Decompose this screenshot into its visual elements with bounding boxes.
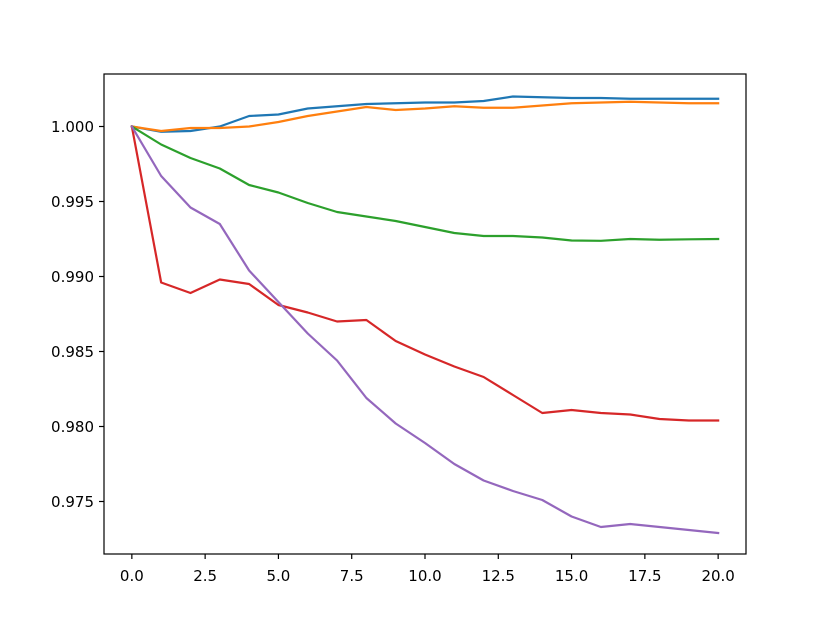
series-line-3 bbox=[130, 124, 720, 242]
y-axis: 0.975 0.980 0.985 0.990 0.995 1.000 bbox=[51, 118, 104, 511]
x-tick-label: 5.0 bbox=[266, 567, 290, 585]
y-tick-label: 1.000 bbox=[51, 118, 94, 136]
x-tick-label: 12.5 bbox=[482, 567, 515, 585]
x-tick-label: 0.0 bbox=[120, 567, 144, 585]
series-line-2 bbox=[130, 100, 720, 133]
x-tick-label: 7.5 bbox=[340, 567, 364, 585]
x-tick-label: 2.5 bbox=[193, 567, 217, 585]
plot-frame bbox=[103, 73, 747, 555]
series-line-1 bbox=[130, 95, 720, 133]
series-line-4 bbox=[130, 125, 720, 422]
y-tick-label: 0.975 bbox=[51, 493, 94, 511]
x-tick-label: 15.0 bbox=[555, 567, 588, 585]
series-line-5 bbox=[130, 124, 720, 535]
series-layer bbox=[130, 95, 720, 535]
y-tick-label: 0.980 bbox=[51, 418, 94, 436]
y-tick-label: 0.985 bbox=[51, 343, 94, 361]
y-tick-label: 0.995 bbox=[51, 193, 94, 211]
plot-area bbox=[104, 74, 746, 554]
y-tick-label: 0.990 bbox=[51, 268, 94, 286]
x-axis: 0.0 2.5 5.0 7.5 10.0 12.5 15.0 17.5 20.0 bbox=[120, 554, 735, 585]
x-tick-label: 10.0 bbox=[408, 567, 441, 585]
x-tick-label: 17.5 bbox=[628, 567, 661, 585]
x-tick-label: 20.0 bbox=[701, 567, 734, 585]
